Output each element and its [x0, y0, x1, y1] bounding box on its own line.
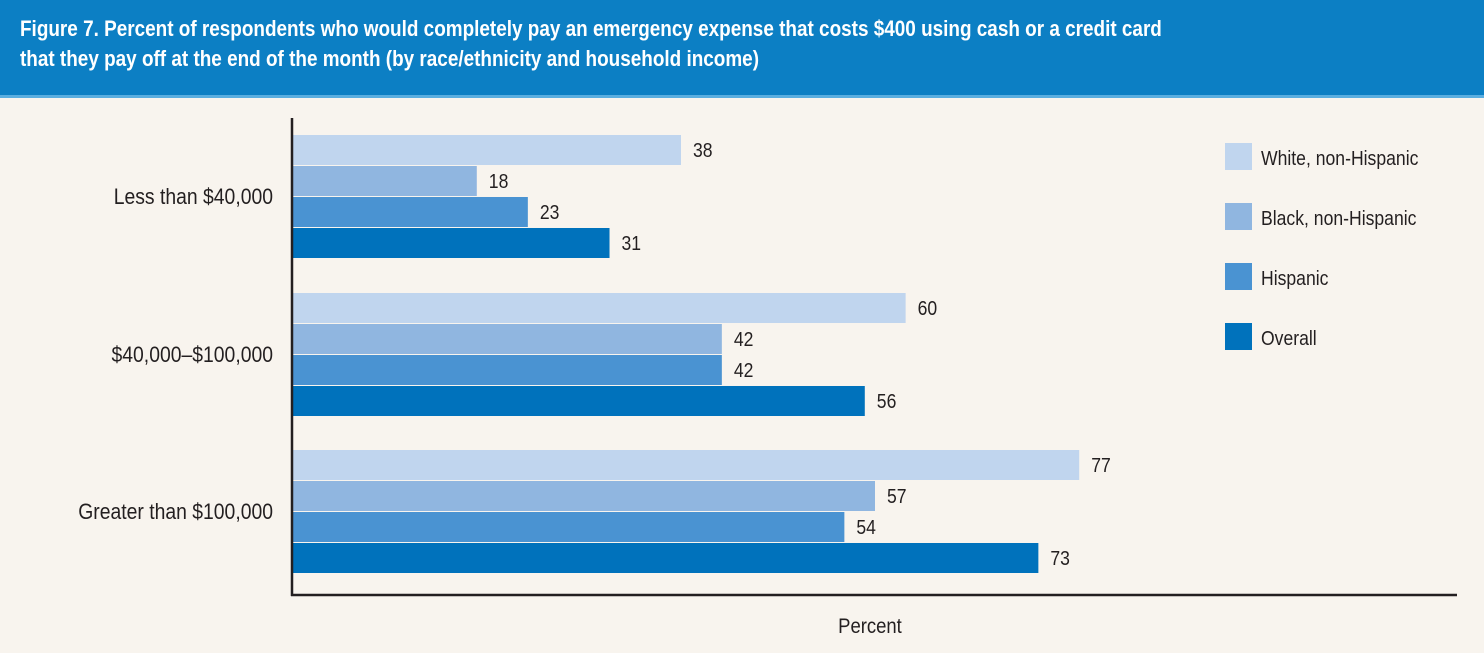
labels-layer: Less than $40,000 38 18 23 31 $40,000–$100,00… — [78, 139, 1111, 569]
legend-label: White, non-Hispanic — [1261, 147, 1418, 169]
bar — [293, 197, 528, 227]
bar — [293, 481, 875, 511]
legend-item: Overall — [1225, 323, 1317, 350]
legend: White, non-Hispanic Black, non-Hispanic Hi… — [1225, 143, 1418, 350]
data-label: 77 — [1091, 454, 1111, 476]
category-label: Greater than $100,000 — [78, 500, 273, 524]
legend-swatch — [1225, 143, 1252, 170]
data-label: 73 — [1050, 547, 1070, 569]
legend-item: White, non-Hispanic — [1225, 143, 1418, 170]
bar — [293, 293, 906, 323]
data-label: 31 — [622, 232, 642, 254]
x-axis-label: Percent — [838, 615, 902, 638]
bar — [293, 355, 722, 385]
legend-label: Black, non-Hispanic — [1261, 207, 1416, 229]
bar — [293, 512, 845, 542]
figure-header: Figure 7. Percent of respondents who wou… — [0, 0, 1484, 98]
data-label: 42 — [734, 359, 754, 381]
category-label: $40,000–$100,000 — [112, 343, 273, 367]
legend-item: Hispanic — [1225, 263, 1328, 290]
data-label: 23 — [540, 201, 560, 223]
data-label: 60 — [918, 297, 938, 319]
figure-title: Figure 7. Percent of respondents who wou… — [20, 16, 1162, 71]
data-label: 54 — [856, 516, 876, 538]
data-label: 57 — [887, 485, 907, 507]
legend-swatch — [1225, 323, 1252, 350]
bar — [293, 543, 1039, 573]
data-label: 42 — [734, 328, 754, 350]
bar — [293, 450, 1080, 480]
legend-label: Overall — [1261, 327, 1317, 349]
bar — [293, 135, 681, 165]
bar — [293, 228, 610, 258]
data-label: 18 — [489, 170, 509, 192]
bar — [293, 324, 722, 354]
data-label: 38 — [693, 139, 713, 161]
category-label: Less than $40,000 — [114, 185, 273, 209]
legend-item: Black, non-Hispanic — [1225, 203, 1416, 230]
legend-swatch — [1225, 263, 1252, 290]
legend-swatch — [1225, 203, 1252, 230]
bar — [293, 386, 865, 416]
bars-layer — [293, 135, 1080, 573]
legend-label: Hispanic — [1261, 267, 1328, 289]
bar — [293, 166, 477, 196]
data-label: 56 — [877, 390, 897, 412]
